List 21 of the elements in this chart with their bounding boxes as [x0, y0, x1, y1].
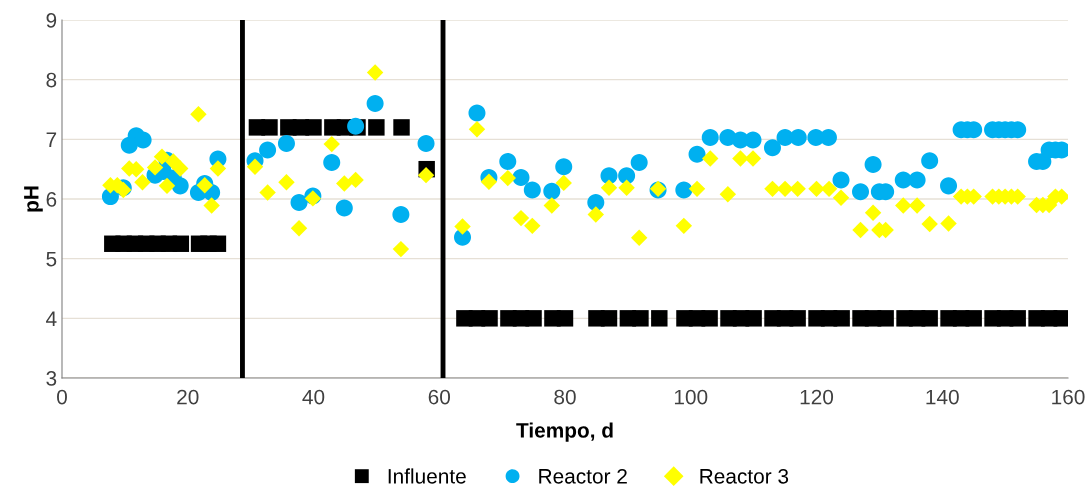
x-tick-label: 120: [800, 389, 834, 405]
x-axis-title: Tiempo, d: [516, 422, 613, 442]
y-axis-title: pH: [24, 186, 43, 212]
x-tick-label: 0: [57, 389, 67, 405]
x-tick-label: 20: [177, 389, 199, 405]
x-tick-label: 60: [428, 389, 451, 405]
legend-label: Reactor 2: [539, 468, 627, 484]
x-tick-label: 140: [926, 389, 959, 405]
y-tick-label: 9: [46, 13, 57, 28]
y-tick-label: 8: [46, 72, 57, 88]
x-tick-label: 40: [302, 389, 325, 405]
legend-label: Reactor 3: [700, 468, 789, 484]
x-tick-label: 160: [1052, 389, 1085, 405]
y-tick-label: 5: [46, 251, 57, 267]
y-tick-label: 4: [46, 311, 57, 326]
legend-label: Influente: [388, 468, 466, 484]
y-tick-label: 6: [46, 192, 57, 207]
y-tick-label: 7: [46, 132, 57, 147]
x-tick-label: 100: [674, 389, 708, 405]
y-tick-label: 3: [46, 371, 57, 386]
x-tick-label: 80: [554, 389, 576, 405]
